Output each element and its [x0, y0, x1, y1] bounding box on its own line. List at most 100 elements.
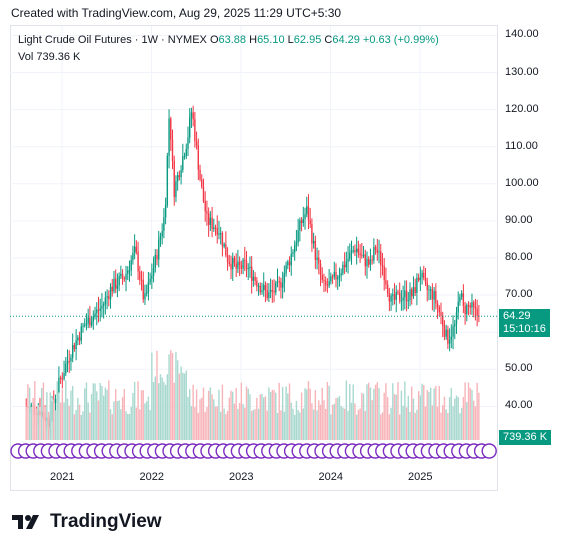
volume-bar: [46, 392, 48, 440]
candle-body: [395, 291, 397, 300]
y-tick-label: 120.00: [505, 102, 539, 115]
volume-bar: [371, 400, 373, 440]
volume-badge: 739.36 K: [499, 430, 552, 445]
volume-bar: [163, 381, 165, 440]
volume-bar: [120, 409, 122, 440]
volume-bar: [411, 386, 413, 440]
volume-bar: [39, 406, 41, 440]
candle-body: [264, 284, 267, 291]
candle-body: [442, 315, 444, 326]
candle-body: [443, 325, 446, 337]
volume-bar: [268, 387, 270, 440]
volume-bar: [108, 380, 110, 440]
candle-body: [123, 278, 126, 280]
volume-bar: [56, 381, 58, 440]
candle-body: [269, 290, 272, 293]
candle-body: [135, 246, 138, 252]
candle-body: [407, 300, 409, 302]
volume-bar: [51, 397, 53, 440]
volume-bar: [311, 403, 313, 440]
candle-body: [350, 250, 353, 253]
volume-bar: [337, 397, 339, 440]
volume-bar: [376, 382, 379, 440]
candle-body: [230, 263, 232, 270]
volume-bar: [354, 403, 356, 440]
volume-bar: [147, 396, 150, 440]
candle-body: [385, 280, 387, 285]
volume-bar: [249, 394, 251, 440]
volume-bar: [152, 381, 155, 440]
candle-body: [306, 206, 308, 215]
volume-bar: [35, 408, 38, 440]
candle-body: [428, 289, 430, 291]
volume-bar: [113, 401, 115, 440]
candle-body: [373, 246, 375, 261]
volume-bar: [295, 400, 298, 440]
tradingview-logo-icon: [12, 515, 39, 529]
volume-bar: [347, 410, 349, 440]
volume-bar: [361, 393, 363, 440]
candle-body: [142, 279, 144, 300]
volume-bar: [187, 396, 189, 440]
volume-bar: [123, 389, 126, 440]
volume-bar: [125, 411, 127, 440]
volume-bar: [194, 407, 196, 440]
candle-body: [342, 264, 344, 274]
volume-bar: [240, 382, 243, 440]
volume-value: 739.36 K: [36, 51, 81, 63]
volume-bar: [254, 409, 256, 440]
volume-bar: [61, 389, 64, 440]
candle-body: [80, 326, 82, 341]
volume-bar: [77, 397, 79, 440]
event-marker-icon: [481, 443, 497, 459]
volume-bar: [32, 397, 34, 440]
candle-body: [287, 261, 289, 266]
volume-bar: [190, 406, 193, 440]
volume-bar: [409, 412, 411, 440]
candle-body: [147, 282, 150, 293]
candle-body: [102, 304, 105, 306]
candle-body: [257, 285, 260, 287]
volume-bar: [182, 372, 184, 440]
volume-bar: [30, 406, 33, 440]
volume-bar: [228, 397, 230, 440]
candle-body: [111, 286, 113, 292]
volume-bar: [323, 400, 325, 440]
volume-bar: [299, 412, 301, 440]
volume-bar: [176, 360, 179, 440]
volume-bar: [476, 382, 478, 440]
candle-body: [311, 224, 313, 244]
candle-body: [318, 257, 320, 264]
volume-bar: [116, 401, 119, 440]
candle-body: [202, 186, 205, 201]
close-value: 64.29: [332, 34, 360, 46]
candle-body: [178, 175, 181, 178]
candle-body: [302, 218, 305, 223]
volume-bar: [171, 353, 174, 440]
volume-bar: [319, 404, 322, 440]
volume-bar: [173, 382, 175, 440]
candle-body: [151, 275, 153, 279]
candle-body: [259, 285, 261, 293]
candle-body: [168, 118, 170, 156]
change-value: +0.63 (+0.99%): [362, 34, 439, 46]
candle-body: [476, 308, 478, 316]
volume-bar: [393, 394, 396, 440]
candle-body: [228, 262, 230, 264]
tradingview-logo[interactable]: TradingView: [12, 511, 162, 533]
candle-body: [450, 336, 453, 340]
candle-body: [435, 291, 437, 304]
volume-bar: [89, 412, 91, 440]
candle-body: [447, 329, 449, 344]
volume-bar: [202, 387, 205, 440]
volume-bar: [213, 399, 215, 440]
open-label: O: [209, 34, 219, 46]
volume-bar: [455, 395, 458, 440]
candle-body: [309, 220, 311, 225]
candle-body: [194, 119, 196, 142]
volume-bar: [82, 411, 84, 440]
volume-bar: [450, 388, 453, 440]
candle-body: [417, 277, 420, 281]
volume-bar: [53, 399, 55, 440]
candle-body: [133, 246, 136, 254]
